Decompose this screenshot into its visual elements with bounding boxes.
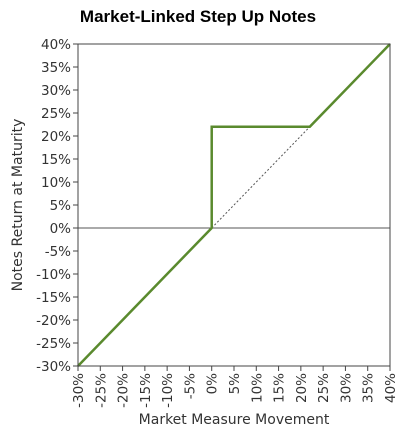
y-tick-label: -30% (36, 359, 71, 375)
y-axis-label: Notes Return at Maturity (10, 119, 26, 292)
x-tick-label: 35% (361, 373, 377, 403)
x-tick-label: 5% (227, 373, 243, 395)
x-tick-label: -30% (71, 373, 87, 408)
x-tick-label: 20% (294, 373, 310, 403)
x-tick-label: 25% (316, 373, 332, 403)
x-axis-label: Market Measure Movement (139, 412, 330, 428)
y-tick-label: 10% (41, 175, 71, 191)
x-tick-label: -5% (182, 373, 198, 399)
x-tick-label: -15% (138, 373, 154, 408)
y-tick-label: 5% (50, 198, 72, 214)
y-tick-label: 0% (50, 221, 72, 237)
x-tick-label: 30% (338, 373, 354, 403)
x-tick-label: 40% (383, 373, 396, 403)
x-tick-label: -10% (160, 373, 176, 408)
y-tick-label: 15% (41, 152, 71, 168)
y-tick-label: -25% (36, 336, 71, 352)
y-tick-label: -5% (45, 244, 71, 260)
chart-title: Market-Linked Step Up Notes (79, 7, 317, 26)
y-tick-label: 40% (41, 37, 71, 53)
y-tick-label: 35% (41, 60, 71, 76)
y-tick-label: 25% (41, 106, 71, 122)
y-tick-label: -10% (36, 267, 71, 283)
x-tick-label: -20% (116, 373, 132, 408)
y-tick-label: -15% (36, 290, 71, 306)
y-tick-label: -20% (36, 313, 71, 329)
x-tick-label: 15% (272, 373, 288, 403)
y-tick-label: 30% (41, 83, 71, 99)
x-tick-label: 10% (249, 373, 265, 403)
series-line-dotted (211, 126, 311, 229)
y-tick-label: 20% (41, 129, 71, 145)
x-tick-label: -25% (93, 373, 109, 408)
series-line-payoff (77, 43, 391, 367)
x-tick-label: 0% (205, 373, 221, 395)
